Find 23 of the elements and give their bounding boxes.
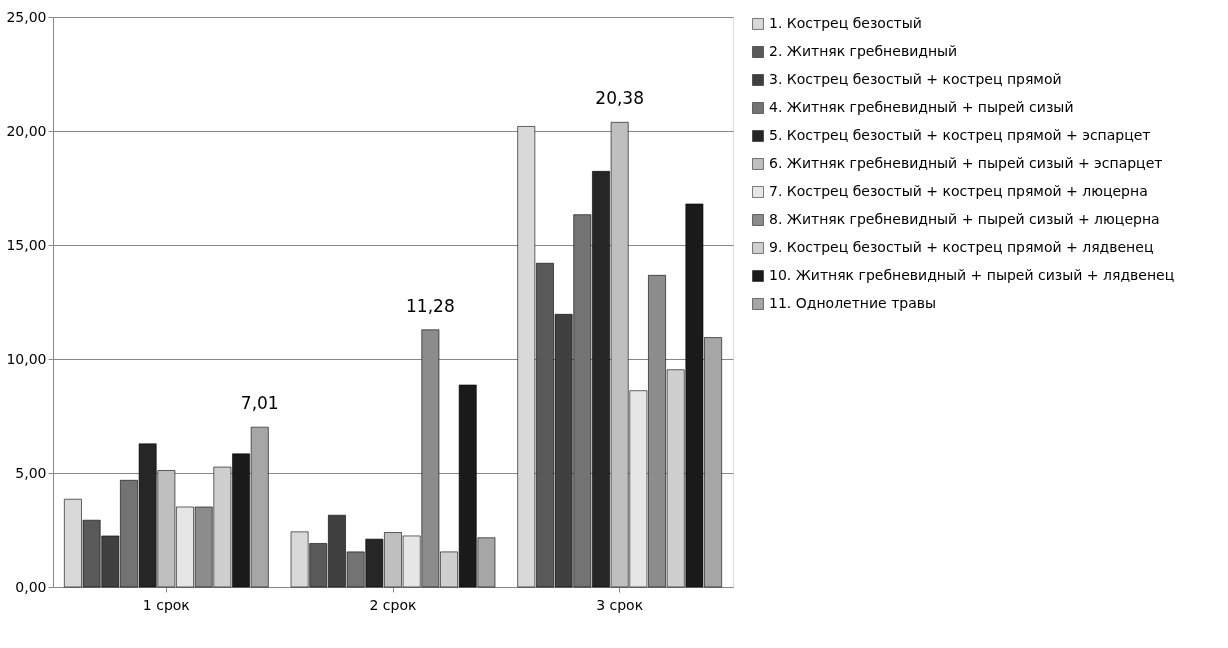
legend-label: 5. Кострец безостый + кострец прямой + эспарцет xyxy=(769,127,1151,143)
data-label: 11,28 xyxy=(406,295,455,316)
y-tick-label: 0,00 xyxy=(15,578,47,595)
legend-label: 2. Житняк гребневидный xyxy=(769,43,958,59)
legend-label: 10. Житняк гребневидный + пырей сизый + лядвенец xyxy=(769,267,1175,283)
legend-label: 6. Житняк гребневидный + пырей сизый + эспарцет xyxy=(769,155,1163,171)
data-label: 7,01 xyxy=(240,393,279,414)
x-tick-label: 2 срок xyxy=(369,596,417,613)
x-tick-label: 1 срок xyxy=(142,596,190,613)
data-label: 20,38 xyxy=(595,88,644,109)
y-tick-label: 20,00 xyxy=(6,122,47,139)
legend-label: 7. Кострец безостый + кострец прямой + люцерна xyxy=(769,183,1148,199)
legend-label: 4. Житняк гребневидный + пырей сизый xyxy=(769,99,1074,115)
legend-label: 8. Житняк гребневидный + пырей сизый + люцерна xyxy=(769,211,1160,227)
y-tick-label: 15,00 xyxy=(6,236,47,253)
y-tick-label: 10,00 xyxy=(6,350,47,367)
x-tick-label: 3 срок xyxy=(596,596,644,613)
y-tick-label: 5,00 xyxy=(15,464,47,481)
y-tick-label: 25,00 xyxy=(6,8,47,25)
legend-label: 3. Кострец безостый + кострец прямой xyxy=(769,71,1062,87)
legend-label: 9. Кострец безостый + кострец прямой + лядвенец xyxy=(769,239,1154,255)
legend-label: 1. Кострец безостый xyxy=(769,15,922,31)
legend-label: 11. Однолетние травы xyxy=(769,295,937,311)
